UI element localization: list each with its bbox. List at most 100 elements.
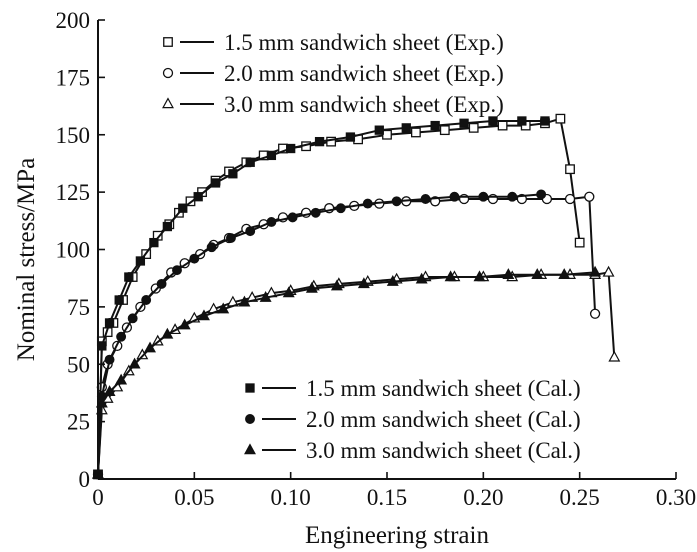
y-tick-label: 25 — [67, 410, 90, 435]
legend-entry: 2.0 mm sandwich sheet (Exp.) — [162, 61, 504, 86]
data-point — [502, 268, 515, 279]
data-point — [189, 253, 200, 264]
data-point — [345, 132, 356, 142]
data-point — [540, 116, 550, 126]
data-point — [104, 318, 115, 328]
data-point — [430, 120, 440, 131]
axes: 0 0.05 0.10 0.15 0.20 0.25 0.30 0 25 50 75 100 125 15… — [56, 8, 697, 510]
data-point — [124, 272, 134, 282]
data-point — [172, 265, 182, 276]
legend-entry: 2.0 mm sandwich sheet (Cal.) — [245, 407, 581, 432]
y-tick-label: 175 — [56, 65, 91, 90]
data-point — [488, 116, 498, 126]
legend-marker — [245, 414, 255, 424]
data-point — [210, 178, 221, 188]
legend-entry: 1.5 mm sandwich sheet (Cal.) — [245, 376, 581, 401]
data-point — [178, 203, 188, 213]
data-point — [507, 191, 518, 202]
data-point — [162, 221, 173, 232]
x-tick-label: 0 — [92, 485, 104, 510]
data-point — [386, 274, 399, 286]
data-point — [459, 118, 469, 128]
series-line — [97, 195, 597, 475]
series-5 — [93, 189, 547, 480]
data-point — [144, 341, 156, 353]
data-point — [135, 256, 146, 266]
legend-label: 1.5 mm sandwich sheet (Cal.) — [306, 376, 581, 401]
y-tick-label: 150 — [56, 123, 91, 148]
legend-entry: 3.0 mm sandwich sheet (Exp.) — [162, 92, 504, 117]
legend-calculated: 1.5 mm sandwich sheet (Cal.) 2.0 mm sandw… — [244, 376, 581, 463]
data-point — [104, 354, 115, 365]
x-tick-label: 0.25 — [560, 485, 600, 510]
data-point — [128, 357, 141, 369]
data-point — [127, 313, 138, 324]
data-point — [415, 272, 428, 284]
legend-label: 1.5 mm sandwich sheet (Exp.) — [224, 30, 504, 55]
data-point — [228, 169, 238, 179]
data-point — [206, 242, 217, 253]
y-tick-label: 0 — [79, 467, 91, 492]
data-point — [357, 277, 370, 289]
y-tick-label: 100 — [56, 238, 91, 263]
legend-label: 2.0 mm sandwich sheet (Exp.) — [224, 61, 504, 86]
data-point — [310, 207, 321, 218]
data-point — [391, 196, 402, 207]
data-point — [286, 143, 296, 154]
data-point — [116, 331, 127, 342]
data-point — [282, 286, 295, 298]
data-point — [335, 203, 346, 214]
legend-marker — [244, 443, 256, 455]
legend-label: 3.0 mm sandwich sheet (Cal.) — [306, 438, 581, 463]
x-tick-label: 0.10 — [271, 485, 311, 510]
x-tick-label: 0.15 — [367, 485, 407, 510]
legend-label: 2.0 mm sandwich sheet (Cal.) — [306, 407, 581, 432]
data-point — [198, 309, 210, 321]
data-point — [362, 198, 373, 209]
legend-marker — [245, 383, 255, 393]
data-point — [517, 116, 527, 126]
data-point — [259, 291, 272, 302]
data-point — [468, 122, 479, 133]
data-point — [497, 120, 508, 131]
data-point — [161, 327, 174, 339]
data-point — [420, 194, 431, 204]
data-point — [266, 150, 277, 161]
data-point — [103, 385, 116, 396]
x-tick-label: 0.20 — [463, 485, 503, 510]
series-4 — [93, 116, 550, 480]
data-point — [95, 396, 108, 408]
data-point — [439, 125, 450, 136]
data-point — [473, 270, 486, 282]
data-point — [449, 191, 460, 202]
data-point — [574, 237, 585, 248]
y-tick-label: 200 — [56, 8, 91, 33]
data-point — [565, 164, 575, 175]
x-tick-label: 0.30 — [656, 485, 696, 510]
data-point — [382, 129, 392, 140]
data-point — [602, 265, 615, 277]
x-tick-label: 0.05 — [174, 485, 214, 510]
data-point — [178, 318, 191, 330]
legend-label: 3.0 mm sandwich sheet (Exp.) — [224, 92, 504, 117]
legend-entry: 3.0 mm sandwich sheet (Cal.) — [244, 438, 581, 463]
data-point — [589, 308, 601, 319]
y-tick-label: 125 — [56, 180, 91, 205]
data-point — [478, 191, 489, 202]
data-point — [97, 341, 107, 351]
legend-experimental: 1.5 mm sandwich sheet (Exp.) 2.0 mm sandw… — [162, 30, 504, 117]
data-point — [141, 295, 152, 305]
y-axis-label: Nominal stress/MPa — [13, 158, 40, 361]
data-point — [245, 226, 256, 237]
data-point — [225, 233, 236, 243]
data-point — [564, 193, 576, 205]
data-point — [149, 237, 159, 248]
data-point — [114, 295, 124, 305]
data-point — [584, 191, 595, 202]
legend-marker — [162, 67, 174, 79]
data-point — [531, 268, 544, 279]
data-point — [536, 189, 547, 200]
data-point — [156, 278, 167, 289]
data-point — [330, 279, 343, 291]
